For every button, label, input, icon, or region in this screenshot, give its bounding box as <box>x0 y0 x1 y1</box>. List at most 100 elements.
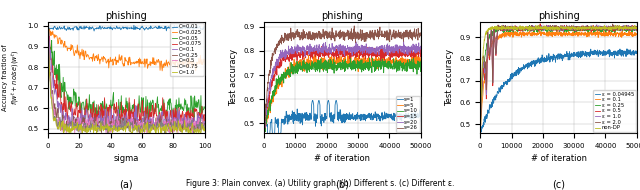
C=0.75 <box>138 124 145 126</box>
ε = 0.04945 <box>476 129 484 131</box>
s=10 <box>351 66 359 68</box>
C=1.0 <box>141 129 148 131</box>
ε = 0.1 <box>611 30 619 32</box>
ε = 0.5 <box>476 131 484 134</box>
Line: C=1.0: C=1.0 <box>48 30 205 133</box>
ε = 0.1 <box>476 131 484 133</box>
C=0.75 <box>177 124 184 126</box>
s=15 <box>351 53 359 55</box>
s=15 <box>270 74 278 77</box>
Title: phishing: phishing <box>106 11 147 21</box>
ε = 2.0 <box>572 25 579 28</box>
ε = 0.5 <box>486 55 493 58</box>
Line: ε = 0.1: ε = 0.1 <box>480 30 637 132</box>
C=0.01 <box>45 26 52 29</box>
s=1 <box>264 137 272 139</box>
C=0.5 <box>44 24 52 26</box>
Line: ε = 2.0: ε = 2.0 <box>480 24 637 133</box>
ε = 2.0 <box>595 29 603 32</box>
s=26 <box>351 31 359 33</box>
C=0.025 <box>45 27 52 30</box>
C=0.25 <box>141 126 148 128</box>
C=0.075 <box>177 120 184 123</box>
C=0.05 <box>201 107 209 109</box>
ε = 2.0 <box>567 26 575 29</box>
s=1 <box>380 115 387 117</box>
Legend: s=1, s=5, s=10, s=15, s=20, s=26: s=1, s=5, s=10, s=15, s=20, s=26 <box>396 96 420 132</box>
s=20 <box>395 45 403 48</box>
non-DP <box>572 26 579 28</box>
C=0.025 <box>201 63 209 66</box>
C=0.5 <box>45 44 52 46</box>
non-DP <box>476 132 484 134</box>
C=0.05 <box>132 126 140 128</box>
s=1 <box>360 113 368 116</box>
s=26 <box>380 33 387 35</box>
C=0.025 <box>140 62 148 64</box>
Text: Figure 3: Plain convex. (a) Utility graph. (b) Different s. (c) Different ε.: Figure 3: Plain convex. (a) Utility grap… <box>186 179 454 188</box>
ε = 0.25 <box>525 24 533 27</box>
C=0.025 <box>44 23 52 25</box>
Line: ε = 0.5: ε = 0.5 <box>480 24 637 132</box>
ε = 0.5 <box>536 23 544 25</box>
Line: s=20: s=20 <box>264 41 420 132</box>
Line: s=1: s=1 <box>264 101 420 138</box>
non-DP <box>612 24 620 26</box>
s=26 <box>260 132 268 135</box>
C=0.75 <box>201 128 209 130</box>
C=0.01 <box>201 26 209 28</box>
C=0.025 <box>158 70 166 72</box>
ε = 1.0 <box>593 24 601 26</box>
C=0.075 <box>187 119 195 121</box>
ε = 0.25 <box>633 28 640 30</box>
s=20 <box>379 45 387 47</box>
C=0.5 <box>201 129 209 131</box>
C=0.01 <box>141 29 148 31</box>
s=1 <box>270 137 278 139</box>
C=0.05 <box>187 95 195 97</box>
C=0.075 <box>45 23 52 25</box>
C=0.01 <box>44 25 52 27</box>
Y-axis label: Test accuracy: Test accuracy <box>228 49 237 106</box>
s=15 <box>360 47 368 49</box>
C=0.075 <box>141 112 148 115</box>
ε = 0.25 <box>595 29 603 32</box>
s=20 <box>260 131 268 133</box>
Line: s=26: s=26 <box>264 26 420 134</box>
Line: ε = 0.04945: ε = 0.04945 <box>480 49 637 133</box>
ε = 2.0 <box>611 27 619 29</box>
C=0.075 <box>201 120 209 122</box>
s=5 <box>260 135 268 137</box>
Line: s=5: s=5 <box>264 52 420 136</box>
s=5 <box>380 57 387 59</box>
ε = 0.5 <box>572 28 579 30</box>
s=10 <box>417 60 424 62</box>
s=10 <box>260 128 268 130</box>
C=0.05 <box>44 25 52 28</box>
Line: C=0.5: C=0.5 <box>48 25 205 133</box>
ε = 0.5 <box>611 27 619 29</box>
non-DP <box>486 27 493 29</box>
C=0.075 <box>138 118 145 120</box>
C=0.01 <box>166 24 174 26</box>
C=0.01 <box>187 26 195 29</box>
Line: s=10: s=10 <box>264 57 420 132</box>
ε = 1.0 <box>576 26 584 28</box>
s=26 <box>417 34 424 36</box>
non-DP <box>633 27 640 29</box>
X-axis label: sigma: sigma <box>114 154 139 163</box>
C=0.075 <box>44 23 52 25</box>
s=5 <box>417 60 424 62</box>
ε = 0.1 <box>595 33 603 35</box>
s=1 <box>308 99 316 102</box>
s=10 <box>356 63 364 65</box>
Legend: ε = 0.04945, ε = 0.1, ε = 0.25, ε = 0.5, ε = 1.0, ε = 2.0, non-DP: ε = 0.04945, ε = 0.1, ε = 0.25, ε = 0.5,… <box>593 90 636 132</box>
Line: ε = 0.25: ε = 0.25 <box>480 25 637 133</box>
s=5 <box>260 132 268 134</box>
C=1.0 <box>60 132 68 134</box>
C=0.5 <box>138 121 145 123</box>
ε = 1.0 <box>486 53 493 56</box>
C=0.025 <box>137 58 145 60</box>
ε = 0.1 <box>486 47 493 49</box>
ε = 2.0 <box>576 26 584 28</box>
